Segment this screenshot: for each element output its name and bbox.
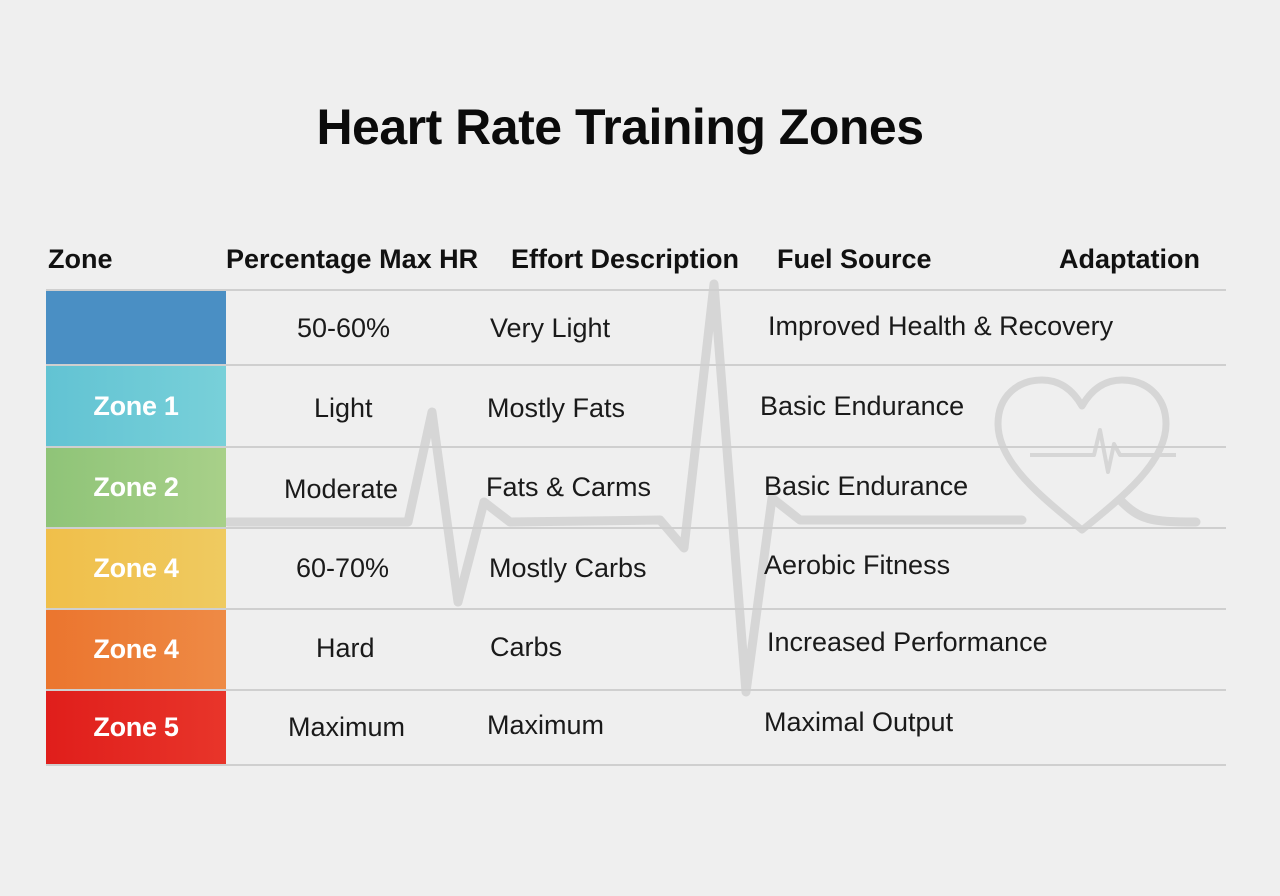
fuel-cell: Increased Performance	[767, 627, 1048, 657]
zone-color-cell: Zone 1	[46, 366, 226, 446]
fuel-cell: Basic Endurance	[760, 391, 965, 421]
effort-cell: Mostly Carbs	[489, 553, 647, 583]
row-divider	[46, 689, 1226, 691]
percent-cell: Hard	[316, 633, 375, 663]
header-zone: Zone	[48, 244, 113, 274]
fuel-cell: Basic Endurance	[764, 471, 969, 501]
row-divider	[46, 527, 1226, 529]
heart-icon	[994, 376, 1201, 534]
percent-cell: 60-70%	[296, 553, 390, 583]
fuel-cell: Maximal Output	[764, 707, 954, 737]
percent-cell: Moderate	[284, 474, 399, 504]
header-fuel: Fuel Source	[777, 244, 932, 274]
effort-cell: Fats & Carms	[486, 472, 652, 502]
effort-cell: Very Light	[490, 313, 611, 343]
zone-color-cell: Zone 2	[46, 448, 226, 527]
row-divider	[46, 364, 1226, 366]
row-divider	[46, 289, 1226, 291]
row-divider	[46, 764, 1226, 766]
page-title: Heart Rate Training Zones	[316, 99, 924, 155]
header-percent: Percentage Max HR	[226, 244, 479, 274]
fuel-cell: Aerobic Fitness	[764, 550, 951, 580]
percent-cell: Light	[314, 393, 373, 423]
zone-color-cell	[46, 291, 226, 364]
row-divider	[46, 446, 1226, 448]
fuel-cell: Improved Health & Recovery	[768, 311, 1114, 341]
percent-cell: 50-60%	[297, 313, 391, 343]
effort-cell: Maximum	[487, 710, 605, 740]
zone-color-cell: Zone 4	[46, 529, 226, 608]
header-adaptation: Adaptation	[1059, 244, 1200, 274]
percent-cell: Maximum	[288, 712, 406, 742]
zone-color-cell: Zone 4	[46, 610, 226, 689]
effort-cell: Carbs	[490, 632, 563, 662]
effort-cell: Mostly Fats	[487, 393, 626, 423]
zone-color-cell: Zone 5	[46, 691, 226, 764]
row-divider	[46, 608, 1226, 610]
header-effort: Effort Description	[511, 244, 740, 274]
